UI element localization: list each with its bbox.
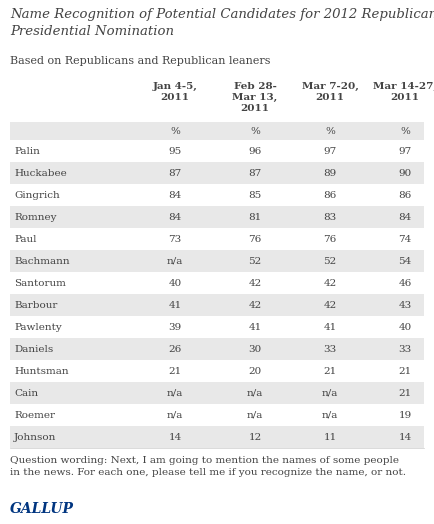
Text: 42: 42: [248, 300, 262, 310]
Text: n/a: n/a: [167, 257, 183, 266]
Text: 74: 74: [398, 235, 411, 244]
Text: %: %: [250, 126, 260, 136]
Text: 54: 54: [398, 257, 411, 266]
Bar: [10, 426, 424, 448]
Text: 40: 40: [398, 322, 411, 332]
Text: 42: 42: [248, 278, 262, 288]
Bar: [10, 338, 424, 360]
Text: 19: 19: [398, 410, 411, 420]
Text: 76: 76: [248, 235, 262, 244]
Text: Gingrich: Gingrich: [14, 191, 60, 200]
Text: Roemer: Roemer: [14, 410, 55, 420]
Text: 84: 84: [168, 191, 181, 200]
Text: 42: 42: [323, 278, 337, 288]
Text: 86: 86: [398, 191, 411, 200]
Text: 95: 95: [168, 147, 181, 156]
Text: %: %: [325, 126, 335, 136]
Text: %: %: [170, 126, 180, 136]
Text: 20: 20: [248, 366, 262, 376]
Text: Based on Republicans and Republican leaners: Based on Republicans and Republican lean…: [10, 56, 270, 66]
Text: 76: 76: [323, 235, 337, 244]
Text: Huckabee: Huckabee: [14, 169, 67, 178]
Text: 40: 40: [168, 278, 181, 288]
Text: 21: 21: [398, 366, 411, 376]
Text: 30: 30: [248, 344, 262, 354]
Text: 21: 21: [323, 366, 337, 376]
Text: Johnson: Johnson: [14, 432, 56, 442]
Text: Name Recognition of Potential Candidates for 2012 Republican
Presidential Nomina: Name Recognition of Potential Candidates…: [10, 8, 434, 38]
Text: 89: 89: [323, 169, 337, 178]
Text: 21: 21: [398, 388, 411, 398]
Text: n/a: n/a: [247, 410, 263, 420]
Text: 14: 14: [168, 432, 181, 442]
Bar: [10, 294, 424, 316]
Text: Mar 14-27,
2011: Mar 14-27, 2011: [373, 82, 434, 102]
Text: 12: 12: [248, 432, 262, 442]
Text: Palin: Palin: [14, 147, 40, 156]
Text: Huntsman: Huntsman: [14, 366, 69, 376]
Text: Bachmann: Bachmann: [14, 257, 69, 266]
Text: n/a: n/a: [167, 388, 183, 398]
Bar: [10, 162, 424, 184]
Bar: [10, 140, 424, 162]
Text: 41: 41: [248, 322, 262, 332]
Bar: [10, 404, 424, 426]
Text: 11: 11: [323, 432, 337, 442]
Text: %: %: [400, 126, 410, 136]
Text: Santorum: Santorum: [14, 278, 66, 288]
Text: n/a: n/a: [247, 388, 263, 398]
Text: 87: 87: [168, 169, 181, 178]
Text: GALLUP: GALLUP: [10, 502, 74, 516]
Bar: [10, 272, 424, 294]
Text: 33: 33: [323, 344, 337, 354]
Text: 73: 73: [168, 235, 181, 244]
Text: 14: 14: [398, 432, 411, 442]
Text: Mar 7-20,
2011: Mar 7-20, 2011: [302, 82, 358, 102]
Bar: [10, 316, 424, 338]
Text: Feb 28-
Mar 13,
2011: Feb 28- Mar 13, 2011: [232, 82, 278, 113]
Text: Cain: Cain: [14, 388, 38, 398]
Text: 81: 81: [248, 213, 262, 222]
Text: 96: 96: [248, 147, 262, 156]
Text: 21: 21: [168, 366, 181, 376]
Text: 87: 87: [248, 169, 262, 178]
Text: 84: 84: [168, 213, 181, 222]
Text: 85: 85: [248, 191, 262, 200]
Bar: [10, 360, 424, 382]
Text: Barbour: Barbour: [14, 300, 57, 310]
Text: 46: 46: [398, 278, 411, 288]
Text: 97: 97: [323, 147, 337, 156]
Text: Jan 4-5,
2011: Jan 4-5, 2011: [153, 82, 197, 102]
Text: 86: 86: [323, 191, 337, 200]
Bar: [10, 382, 424, 404]
Text: Pawlenty: Pawlenty: [14, 322, 62, 332]
Text: Paul: Paul: [14, 235, 36, 244]
Text: n/a: n/a: [322, 388, 338, 398]
Text: 90: 90: [398, 169, 411, 178]
Text: 84: 84: [398, 213, 411, 222]
Text: Daniels: Daniels: [14, 344, 53, 354]
Text: 41: 41: [168, 300, 181, 310]
Text: 52: 52: [323, 257, 337, 266]
Text: Question wording: Next, I am going to mention the names of some people
in the ne: Question wording: Next, I am going to me…: [10, 456, 406, 477]
Bar: [10, 228, 424, 250]
Text: 26: 26: [168, 344, 181, 354]
Text: 97: 97: [398, 147, 411, 156]
Text: Romney: Romney: [14, 213, 56, 222]
Text: 43: 43: [398, 300, 411, 310]
Text: 83: 83: [323, 213, 337, 222]
Bar: [10, 250, 424, 272]
Text: 39: 39: [168, 322, 181, 332]
Bar: [10, 122, 424, 140]
Text: 52: 52: [248, 257, 262, 266]
Text: 42: 42: [323, 300, 337, 310]
Text: 33: 33: [398, 344, 411, 354]
Bar: [10, 184, 424, 206]
Text: 41: 41: [323, 322, 337, 332]
Text: n/a: n/a: [322, 410, 338, 420]
Bar: [10, 206, 424, 228]
Text: n/a: n/a: [167, 410, 183, 420]
